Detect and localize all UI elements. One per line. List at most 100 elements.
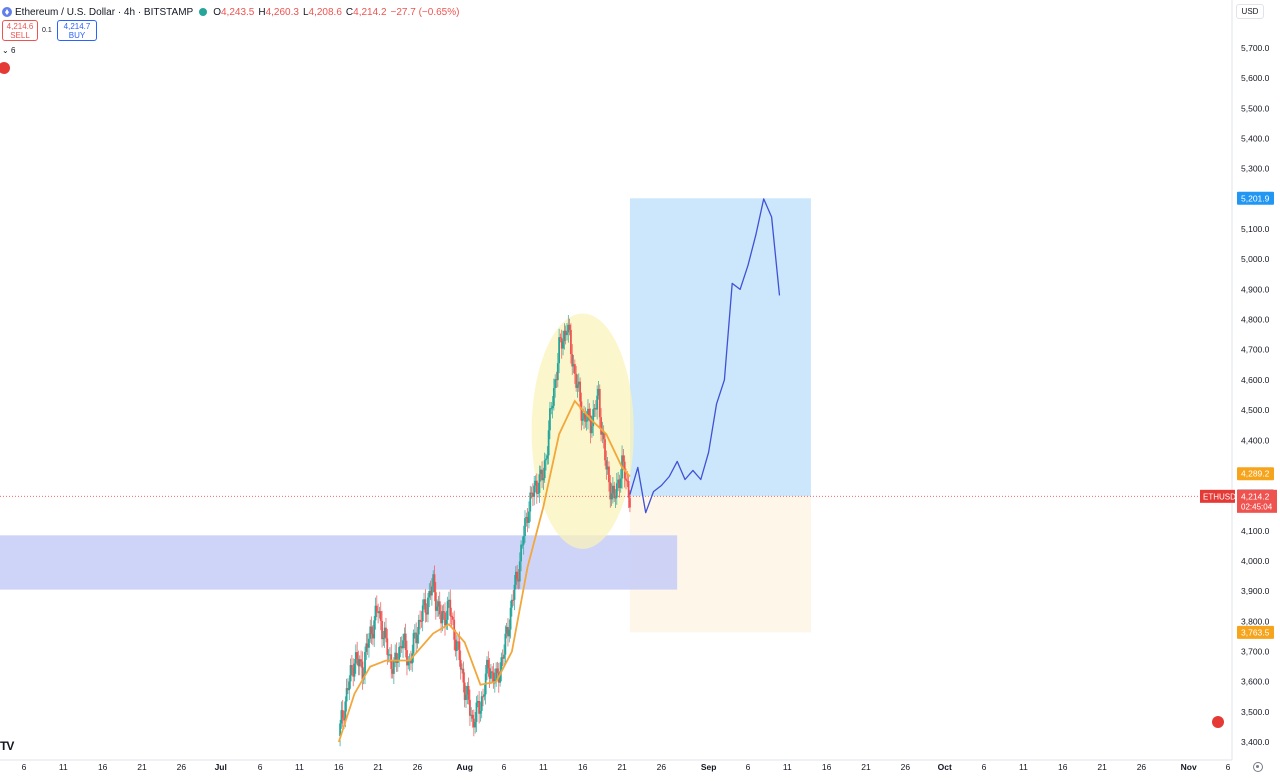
candle-body [352, 667, 355, 677]
candle-body [428, 590, 431, 598]
symbol-title[interactable]: Ethereum / U.S. Dollar · 4h · BITSTAMP [15, 6, 194, 18]
candle-body [361, 661, 364, 680]
time-tick-label: 16 [334, 762, 344, 772]
current-price-label: 4,214.2 [1241, 491, 1270, 501]
record-dot-icon[interactable] [1212, 716, 1224, 728]
time-tick-label: 11 [539, 762, 548, 772]
currency-selector[interactable]: USD [1236, 4, 1264, 19]
candle-body [432, 574, 435, 587]
candle-body [369, 626, 372, 639]
candle-body [410, 660, 412, 664]
candle-body [614, 497, 617, 499]
candle-body [441, 611, 444, 624]
candle-body [547, 430, 550, 456]
price-tick-label: 5,400.0 [1241, 134, 1270, 144]
tradingview-logo-icon[interactable]: TV [0, 739, 14, 753]
candle-body [343, 718, 345, 721]
alert-dot-icon[interactable] [0, 62, 10, 74]
candle-body [357, 658, 360, 667]
buy-button[interactable]: 4,214.7 BUY [57, 20, 97, 41]
bar-countdown: 02:45:04 [1241, 502, 1273, 511]
buy-label: BUY [68, 31, 86, 40]
time-tick-label: 6 [746, 762, 751, 772]
candle-body [415, 632, 418, 644]
candle-body [493, 678, 496, 684]
candle-body [374, 605, 377, 621]
symbol-legend[interactable]: Ethereum / U.S. Dollar · 4h · BITSTAMP O… [2, 5, 463, 19]
candle-body [508, 629, 511, 637]
candle-body [339, 723, 341, 736]
candle-body [560, 338, 563, 349]
candle-body [529, 492, 532, 512]
candle-body [618, 479, 621, 489]
moving-average-line [337, 399, 631, 743]
chevron-down-icon: ⌄ [2, 46, 9, 55]
candle-body [383, 627, 386, 638]
indicator-count: 6 [10, 46, 16, 55]
candle-body [535, 480, 538, 494]
candle-body [539, 469, 542, 475]
time-tick-label: 6 [502, 762, 507, 772]
candle-body [408, 660, 411, 662]
candle-body [520, 544, 522, 562]
candle-body [554, 379, 557, 389]
sell-price: 4,214.6 [6, 22, 34, 31]
candle-body [427, 597, 429, 615]
price-axis[interactable]: 3,400.0 3,500.0 3,600.0 3,700.0 3,800.0 3,900… [1231, 0, 1270, 760]
candle-body [416, 634, 419, 644]
candle-body [390, 654, 393, 669]
candle-body [619, 478, 622, 489]
candle-body [562, 341, 564, 349]
sell-button[interactable]: 4,214.6 SELL [2, 20, 38, 41]
candle-body [420, 620, 423, 622]
high-value: 4,260.3 [265, 6, 299, 18]
candle-body [350, 665, 353, 668]
candle-body [429, 590, 432, 596]
candle-body [611, 485, 614, 494]
time-tick-label: 11 [59, 762, 68, 772]
candle-body [592, 409, 595, 427]
price-tick-label: 4,100.0 [1241, 526, 1270, 536]
candle-body [392, 661, 395, 674]
indicators-toggle[interactable]: ⌄ 6 [2, 46, 15, 55]
candle-body [570, 329, 572, 355]
price-tick-label: 5,600.0 [1241, 73, 1270, 83]
candle-body [455, 641, 458, 652]
candle-body [596, 395, 599, 410]
candle-body [608, 466, 610, 483]
projection-path [629, 198, 781, 514]
candle-body [577, 381, 580, 385]
candle-body [492, 672, 495, 684]
candle-body [399, 646, 402, 648]
candle-body [585, 420, 588, 422]
candle-body [505, 626, 508, 634]
candle-body [386, 638, 389, 655]
candle-body [514, 571, 517, 585]
highlight-circle [531, 313, 634, 549]
candle-body [448, 599, 450, 602]
candle-body [353, 663, 356, 677]
price-tick-label: 4,700.0 [1241, 345, 1270, 355]
candle-body [445, 619, 448, 626]
price-tick-label: 4,600.0 [1241, 375, 1270, 385]
candle-body [524, 518, 526, 537]
candle-body [531, 493, 534, 497]
time-axis[interactable]: 6 11 16 21 26 Jul 6 11 16 21 26 Aug 6 11 16 21 26 Sep 6 11 1… [0, 759, 1232, 772]
candle-body [589, 415, 592, 434]
candle-body [440, 614, 442, 624]
candle-body [382, 637, 385, 640]
price-tick-label: 3,400.0 [1241, 737, 1270, 747]
candle-body [513, 584, 516, 600]
candle-body [451, 616, 454, 620]
candle-body [444, 612, 446, 626]
gear-icon[interactable] [1253, 762, 1263, 772]
candle-body [371, 634, 374, 639]
candle-body [442, 611, 445, 613]
candle-body [587, 408, 589, 421]
price-tick-label: 3,600.0 [1241, 677, 1270, 687]
candle-body [463, 682, 466, 701]
candle-body [601, 431, 604, 435]
ethereum-icon [2, 7, 12, 17]
candle-body [469, 699, 471, 716]
